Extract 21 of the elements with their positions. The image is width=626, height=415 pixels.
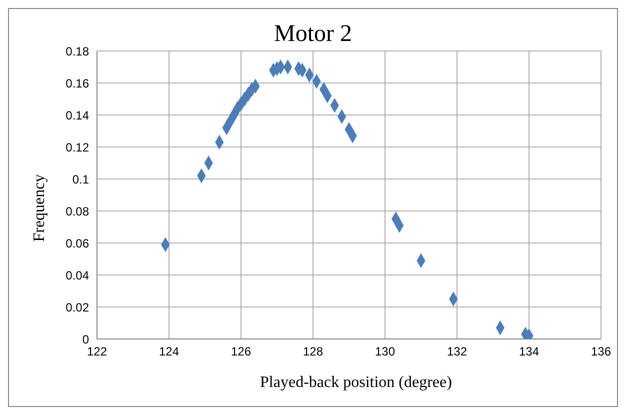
y-tick-label: 0.18	[66, 44, 90, 58]
y-tick-label: 0.08	[66, 204, 90, 218]
y-tick-label: 0.12	[66, 140, 90, 154]
x-tick-label: 126	[230, 344, 252, 359]
x-tick-label: 130	[374, 344, 396, 359]
y-tick-label: 0.1	[72, 172, 90, 186]
y-tick-label: 0.06	[66, 236, 90, 250]
y-tick-label: 0.02	[66, 300, 90, 314]
y-tick-label: 0.04	[66, 268, 90, 282]
x-tick-label: 136	[590, 344, 612, 359]
x-tick-label: 128	[302, 344, 324, 359]
y-tick-label: 0.16	[66, 76, 90, 90]
y-axis-title: Frequency	[31, 173, 49, 244]
x-tick-label: 134	[518, 344, 540, 359]
x-tick-label: 124	[158, 344, 180, 359]
y-tick-label: 0.14	[66, 108, 90, 122]
y-tick-label: 0	[82, 332, 90, 346]
x-tick-label: 122	[86, 344, 108, 359]
x-axis-title: Played-back position (degree)	[259, 374, 453, 392]
x-tick-label: 132	[446, 344, 468, 359]
chart-title: Motor 2	[274, 21, 352, 47]
